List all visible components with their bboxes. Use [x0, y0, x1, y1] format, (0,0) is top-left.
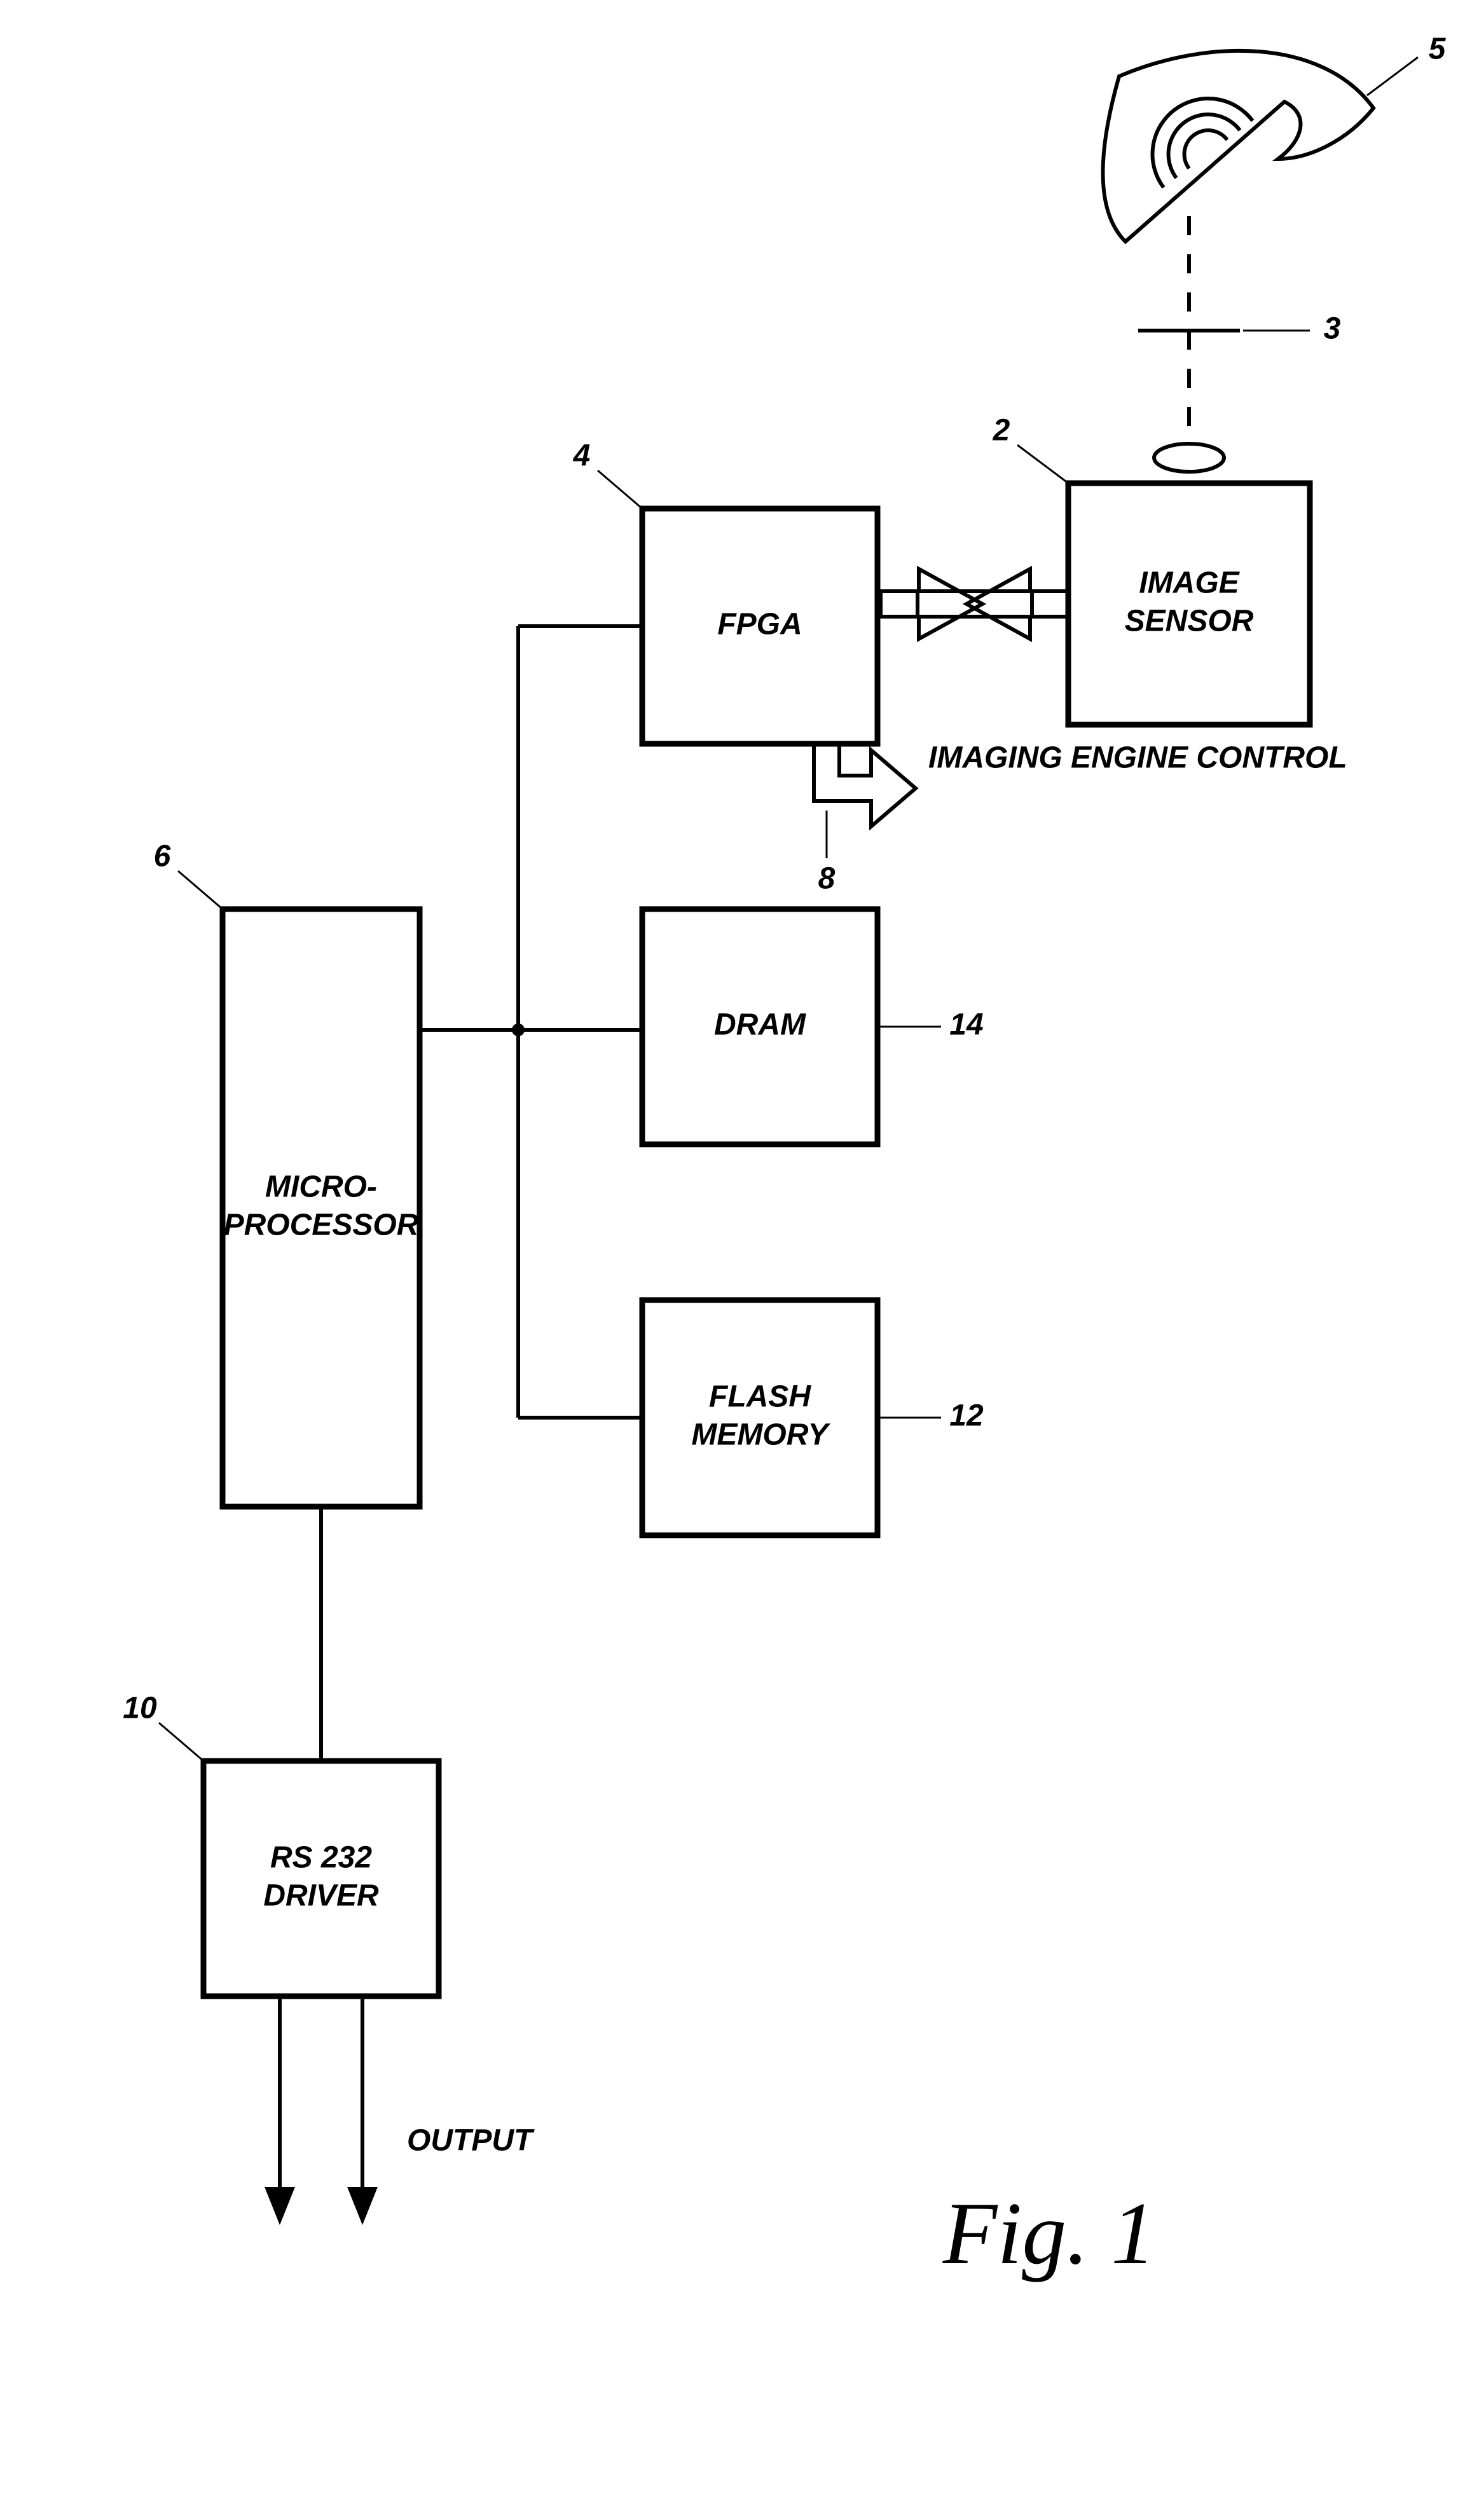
figure-caption: Fig. 1 — [942, 2184, 1155, 2283]
bus-arrow — [881, 569, 1068, 639]
ref-8: 8 — [818, 862, 836, 896]
image-sensor-label2: SENSOR — [1125, 605, 1254, 638]
ref-10: 10 — [123, 1692, 157, 1725]
fpga-label: FPGA — [717, 608, 802, 641]
output-arrows — [265, 1996, 378, 2225]
imaging-engine-control-arrow — [814, 744, 916, 826]
ref-14: 14 — [949, 1008, 983, 1042]
dram-label: DRAM — [714, 1008, 806, 1042]
rs232-label1: RS 232 — [270, 1841, 372, 1875]
rs232-label2: DRIVER — [263, 1879, 379, 1913]
ref-3: 3 — [1324, 312, 1341, 346]
image-sensor-label1: IMAGE — [1139, 566, 1240, 600]
ref-2: 2 — [993, 414, 1010, 448]
flash-label1: FLASH — [709, 1380, 811, 1414]
block-diagram: 5 3 IMAGE SENSOR 2 FPGA 4 IMAGING ENGINE… — [0, 0, 1479, 2520]
ref-5: 5 — [1429, 32, 1447, 66]
imaging-engine-control-label: IMAGING ENGINE CONTROL — [928, 741, 1347, 775]
micro-label2: PROCESSOR — [224, 1209, 419, 1242]
micro-label1: MICRO- — [265, 1170, 377, 1204]
ref-12: 12 — [949, 1399, 984, 1433]
target-object — [1103, 51, 1373, 242]
flash-label2: MEMORY — [691, 1418, 830, 1452]
ref-6: 6 — [154, 840, 171, 873]
output-label: OUTPUT — [407, 2124, 535, 2158]
ref-4: 4 — [573, 439, 591, 473]
